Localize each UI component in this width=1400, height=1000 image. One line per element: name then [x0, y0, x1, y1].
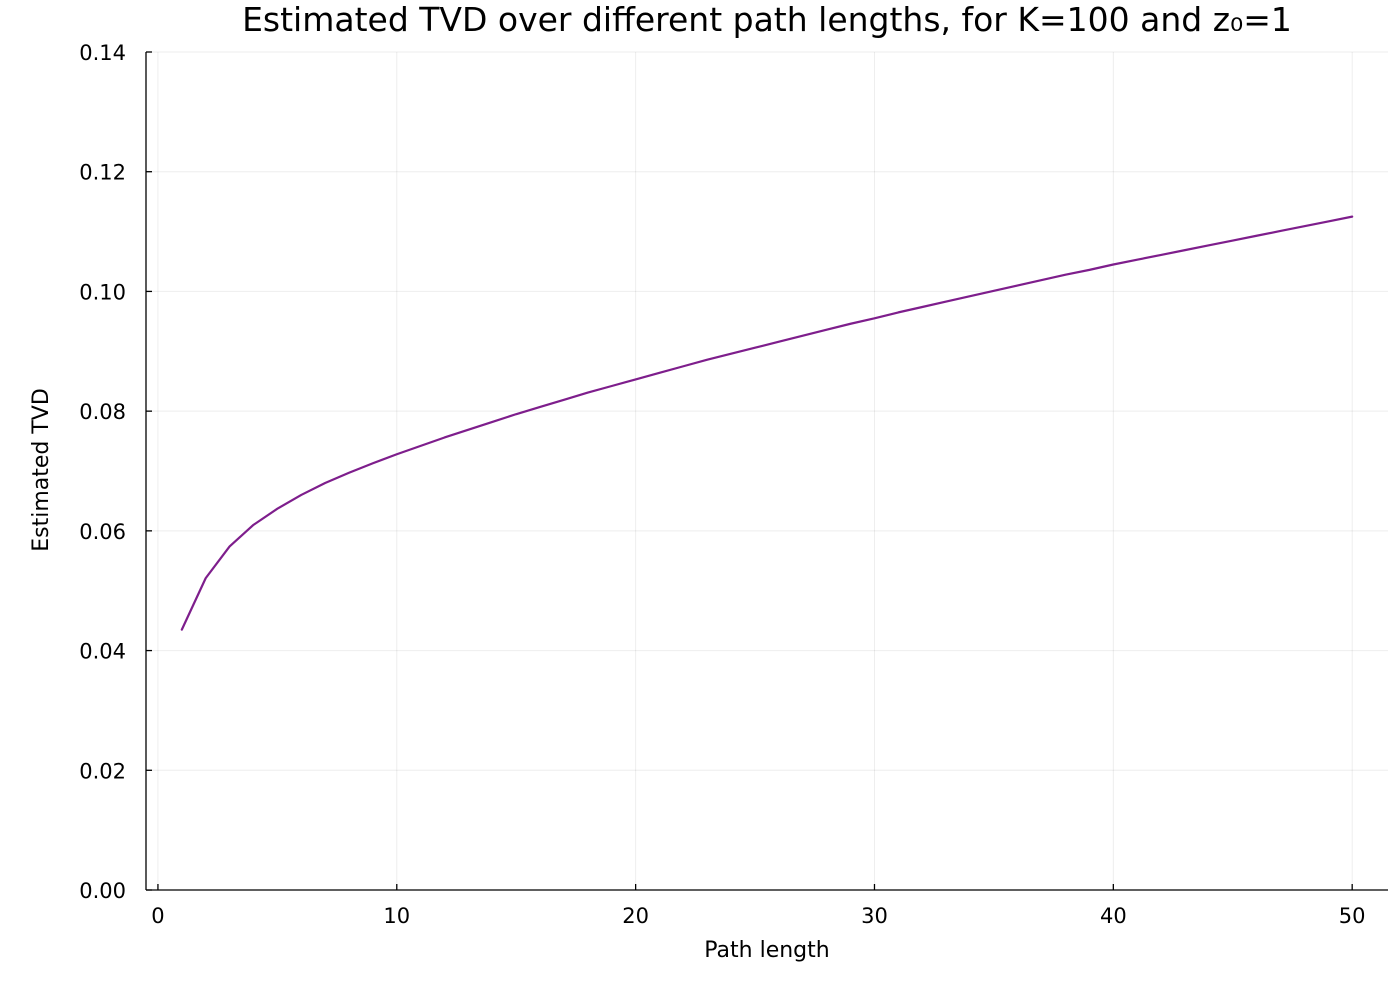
x-tick-label: 10: [383, 904, 410, 928]
x-tick-label: 0: [151, 904, 164, 928]
series-layer: [180, 215, 1354, 631]
y-tick-label: 0.02: [79, 759, 126, 783]
y-tick-label: 0.06: [79, 520, 126, 544]
x-tick-label: 40: [1100, 904, 1127, 928]
y-tick-label: 0.00: [79, 879, 126, 903]
axes-layer: [145, 52, 1388, 891]
y-axis-title: Estimated TVD: [29, 388, 54, 552]
ticks-layer: 0 10 20 30 40 50 0.00 0.02 0.04 0.06 0.08 0.10 0.12 0…: [79, 41, 1365, 928]
y-tick-label: 0.12: [79, 161, 126, 185]
y-tick-label: 0.10: [79, 280, 126, 304]
y-tick-label: 0.08: [79, 400, 126, 424]
chart-title: Estimated TVD over different path length…: [242, 0, 1292, 39]
y-tick-label: 0.04: [79, 640, 126, 664]
y-tick-label: 0.14: [79, 41, 126, 65]
grid-layer: [146, 51, 1388, 891]
x-tick-label: 20: [622, 904, 649, 928]
x-tick-label: 50: [1339, 904, 1366, 928]
x-tick-label: 30: [861, 904, 888, 928]
x-axis-title: Path length: [704, 938, 829, 963]
series-line: [180, 215, 1354, 631]
